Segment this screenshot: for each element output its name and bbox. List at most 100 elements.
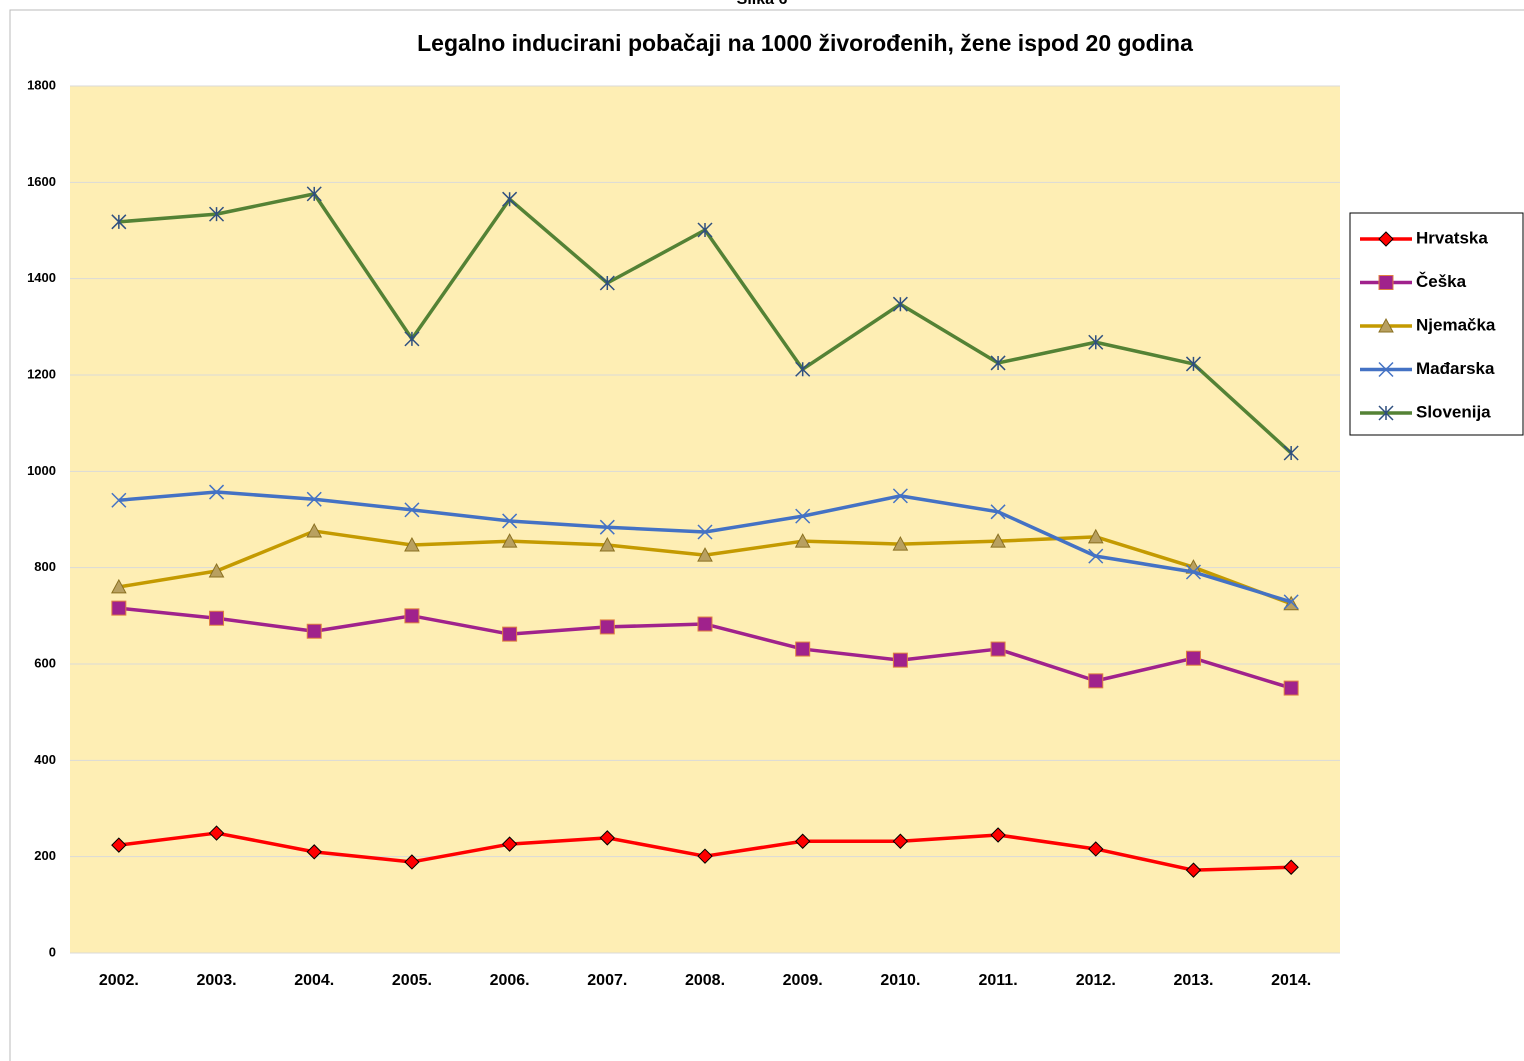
legend-marker xyxy=(1378,275,1394,290)
plot-area xyxy=(70,86,1340,953)
marker xyxy=(111,492,127,508)
marker xyxy=(111,214,127,230)
y-tick-label: 0 xyxy=(49,944,56,959)
x-tick-label: 2014. xyxy=(1271,972,1311,989)
marker xyxy=(208,562,225,578)
marker xyxy=(697,524,713,540)
marker xyxy=(795,508,811,524)
marker xyxy=(892,296,908,312)
marker xyxy=(795,361,811,377)
marker xyxy=(1088,841,1104,857)
marker xyxy=(1283,859,1299,875)
marker xyxy=(697,848,713,864)
marker xyxy=(990,504,1006,520)
marker xyxy=(1283,680,1299,696)
y-tick-label: 600 xyxy=(34,655,56,670)
legend-label: Češka xyxy=(1416,272,1467,291)
marker xyxy=(1087,528,1104,544)
marker xyxy=(306,491,322,507)
marker xyxy=(697,616,713,632)
legend-label: Hrvatska xyxy=(1416,228,1488,247)
legend-box xyxy=(1349,212,1524,436)
marker xyxy=(502,513,518,529)
x-tick-label: 2009. xyxy=(783,972,823,989)
marker xyxy=(209,206,225,222)
marker xyxy=(599,619,615,635)
marker xyxy=(1088,673,1104,689)
marker xyxy=(209,484,225,500)
marker xyxy=(892,488,908,504)
marker xyxy=(306,186,322,202)
marker xyxy=(306,623,322,639)
legend-label: Mađarska xyxy=(1416,359,1495,378)
marker xyxy=(404,854,420,870)
legend-marker xyxy=(1378,317,1394,333)
marker xyxy=(1283,594,1299,610)
y-tick-label: 800 xyxy=(34,559,56,574)
y-tick-label: 1000 xyxy=(27,463,56,478)
marker xyxy=(697,222,713,238)
y-tick-label: 400 xyxy=(34,752,56,767)
marker xyxy=(306,844,322,860)
marker xyxy=(794,833,811,849)
caption: Slika 6 xyxy=(737,0,788,8)
marker xyxy=(1185,862,1202,878)
marker xyxy=(306,523,323,538)
x-tick-label: 2012. xyxy=(1076,972,1116,989)
marker xyxy=(209,610,225,626)
marker xyxy=(697,547,713,562)
marker xyxy=(208,825,225,841)
legend-label: Slovenija xyxy=(1416,402,1491,421)
marker xyxy=(501,533,518,548)
marker xyxy=(990,533,1006,548)
marker xyxy=(501,836,518,852)
marker xyxy=(502,191,518,207)
legend-marker xyxy=(1378,361,1394,378)
marker xyxy=(990,355,1006,371)
y-tick-label: 1800 xyxy=(27,77,56,92)
marker xyxy=(111,600,127,616)
marker xyxy=(1185,564,1201,580)
y-tick-label: 1600 xyxy=(27,174,56,189)
marker xyxy=(404,536,420,552)
x-tick-label: 2008. xyxy=(685,972,725,989)
x-tick-label: 2006. xyxy=(490,972,530,989)
marker xyxy=(990,827,1006,843)
marker xyxy=(599,536,616,552)
legend-marker xyxy=(1378,405,1394,421)
marker xyxy=(599,275,615,291)
chart-title: Legalno inducirani pobačaji na 1000 živo… xyxy=(417,30,1193,56)
marker xyxy=(502,626,518,642)
marker xyxy=(111,578,127,594)
marker xyxy=(1088,548,1104,564)
x-tick-label: 2005. xyxy=(392,972,432,989)
marker xyxy=(111,837,127,853)
y-tick-label: 1200 xyxy=(27,366,56,381)
marker xyxy=(990,641,1006,657)
x-tick-label: 2003. xyxy=(197,972,237,989)
marker xyxy=(1283,595,1299,611)
marker xyxy=(892,652,908,668)
marker xyxy=(892,536,909,551)
x-tick-label: 2007. xyxy=(587,972,627,989)
x-tick-label: 2004. xyxy=(294,972,334,989)
x-tick-label: 2010. xyxy=(880,972,920,989)
marker xyxy=(1185,650,1201,666)
marker xyxy=(404,331,420,347)
marker xyxy=(599,519,615,535)
marker xyxy=(1283,445,1299,461)
y-tick-label: 1400 xyxy=(27,270,56,285)
marker xyxy=(404,608,420,624)
legend-label: Njemačka xyxy=(1416,315,1496,334)
marker xyxy=(599,830,616,846)
legend-marker xyxy=(1378,231,1394,247)
marker xyxy=(892,833,909,849)
x-tick-label: 2002. xyxy=(99,972,139,989)
marker xyxy=(1088,334,1104,350)
x-tick-label: 2013. xyxy=(1173,972,1213,989)
y-tick-label: 200 xyxy=(34,848,56,863)
marker xyxy=(1185,356,1201,372)
marker xyxy=(795,641,811,657)
